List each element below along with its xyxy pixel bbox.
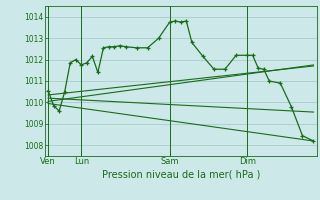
X-axis label: Pression niveau de la mer( hPa ): Pression niveau de la mer( hPa ) [102,169,260,179]
